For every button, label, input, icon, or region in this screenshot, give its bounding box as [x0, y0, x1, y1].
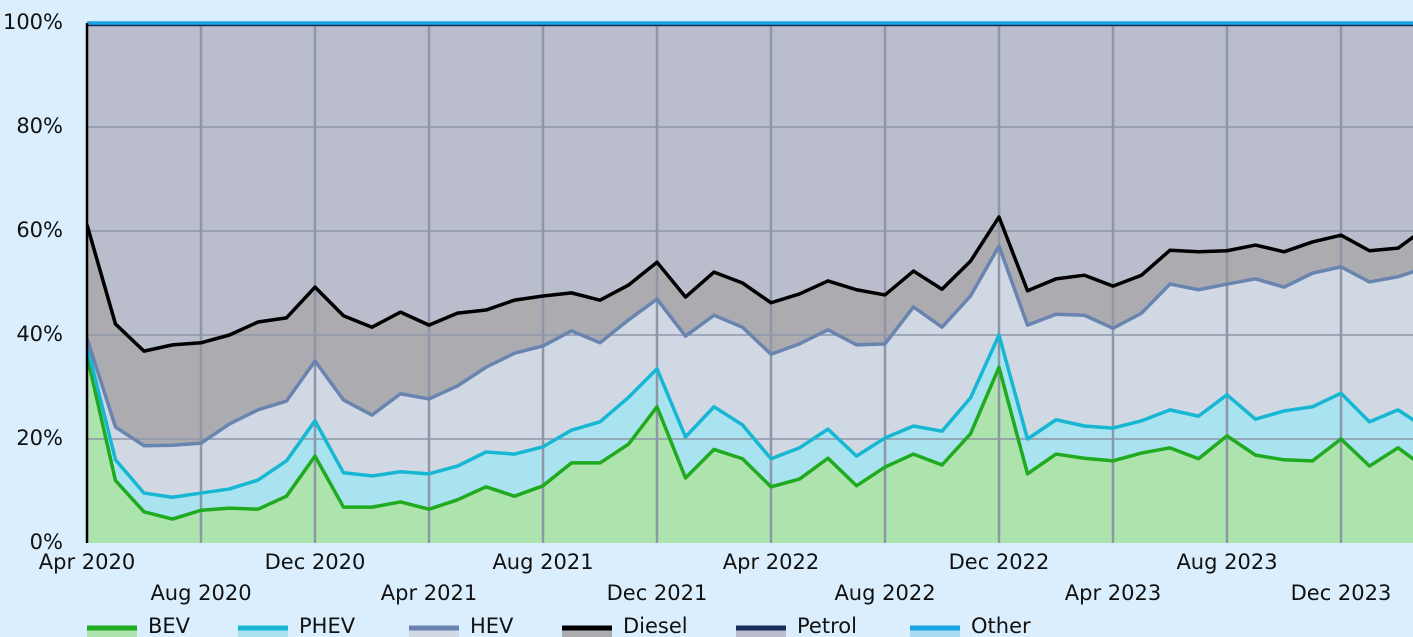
legend-label: Other	[971, 614, 1031, 637]
x-tick-label: Apr 2023	[1065, 581, 1161, 605]
series-line	[87, 215, 1413, 353]
y-tick-label: 60%	[16, 218, 63, 242]
y-tick-label: 100%	[3, 10, 63, 34]
area-fill	[87, 24, 1413, 352]
legend-label: Petrol	[797, 614, 857, 637]
x-tick-label: Apr 2021	[381, 581, 477, 605]
area-fill	[87, 216, 1413, 446]
x-tick-label: Apr 2020	[39, 550, 135, 574]
x-tick-label: Aug 2022	[834, 581, 935, 605]
legend-swatch	[562, 626, 612, 637]
legend-label: PHEV	[299, 614, 356, 637]
area-fill	[87, 246, 1413, 498]
x-tick-label: Aug 2020	[150, 581, 251, 605]
area-fill	[87, 335, 1413, 520]
x-tick-label: Dec 2021	[607, 581, 708, 605]
x-tick-label: Dec 2020	[265, 550, 366, 574]
legend-swatch	[87, 626, 137, 637]
y-tick-label: 0%	[30, 530, 63, 554]
legend-swatch	[736, 626, 786, 637]
x-tick-label: Dec 2022	[949, 550, 1050, 574]
series-line	[87, 333, 1413, 499]
plot-area	[87, 21, 1413, 543]
area-fill	[87, 355, 1413, 543]
y-tick-label: 20%	[16, 426, 63, 450]
x-tick-label: Dec 2023	[1291, 581, 1392, 605]
legend-swatch	[238, 626, 288, 637]
legend-swatch	[409, 626, 459, 637]
series-line	[87, 355, 1413, 521]
legend-label: HEV	[470, 614, 514, 637]
legend-label: BEV	[148, 614, 191, 637]
series-line	[87, 244, 1413, 448]
legend-swatch	[910, 626, 960, 637]
x-tick-label: Aug 2023	[1176, 550, 1277, 574]
y-tick-label: 40%	[16, 322, 63, 346]
y-tick-label: 80%	[16, 114, 63, 138]
x-tick-label: Apr 2022	[723, 550, 819, 574]
x-tick-label: Aug 2021	[492, 550, 593, 574]
legend-label: Diesel	[623, 614, 688, 637]
